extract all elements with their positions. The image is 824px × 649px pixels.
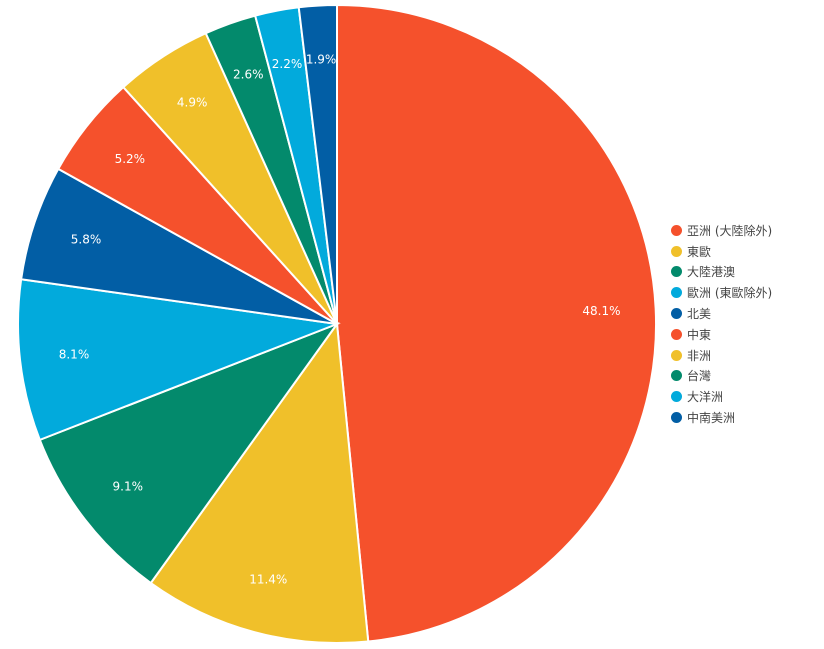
legend-label: 大陸港澳 bbox=[687, 265, 736, 280]
legend-swatch bbox=[671, 308, 682, 320]
legend-swatch bbox=[671, 391, 682, 403]
legend-label: 亞洲 (大陸除外) bbox=[687, 223, 773, 238]
legend-item[interactable]: 中南美洲 bbox=[671, 407, 821, 428]
legend-label: 中南美洲 bbox=[687, 411, 736, 426]
legend-swatch bbox=[671, 287, 682, 299]
legend-item[interactable]: 北美 bbox=[671, 303, 821, 324]
legend-swatch bbox=[671, 245, 682, 257]
pie-slice-label: 8.1% bbox=[59, 348, 90, 362]
legend-label: 北美 bbox=[687, 307, 712, 322]
legend-item[interactable]: 台灣 bbox=[671, 366, 821, 387]
chart-legend: 亞洲 (大陸除外) 東歐大陸港澳歐洲 (東歐除外) 北美中東非洲台灣大洋洲中南美洲 bbox=[671, 220, 821, 428]
pie-slices bbox=[17, 3, 658, 644]
pie-slice-label: 5.8% bbox=[71, 233, 102, 247]
pie-slice-label: 4.9% bbox=[177, 95, 208, 109]
legend-label: 大洋洲 bbox=[687, 390, 724, 405]
pie-slice[interactable] bbox=[297, 3, 338, 325]
legend-swatch bbox=[671, 412, 682, 424]
pie-slice-label: 2.6% bbox=[233, 68, 264, 82]
pie-slice-label: 9.1% bbox=[113, 479, 144, 493]
legend-item[interactable]: 非洲 bbox=[671, 345, 821, 366]
legend-label: 中東 bbox=[687, 327, 712, 342]
pie-slice[interactable] bbox=[38, 321, 340, 585]
legend-swatch bbox=[671, 224, 682, 236]
pie-slice-label: 5.2% bbox=[115, 152, 146, 166]
legend-item[interactable]: 東歐 bbox=[671, 241, 821, 262]
legend-item[interactable]: 歐洲 (東歐除外) bbox=[671, 282, 821, 303]
legend-swatch bbox=[671, 328, 682, 340]
legend-swatch bbox=[671, 370, 682, 382]
pie-slice-label: 48.1% bbox=[582, 304, 620, 318]
legend-label: 東歐 bbox=[687, 244, 712, 259]
legend-item[interactable]: 亞洲 (大陸除外) bbox=[671, 220, 821, 241]
legend-swatch bbox=[671, 349, 682, 361]
pie-slice[interactable] bbox=[336, 3, 658, 643]
pie-slice-labels: 48.1% 11.4% 9.1% 8.1% 5.8% 5.2% 4.9% 2.6% 2.2% 1.… bbox=[59, 53, 621, 587]
legend-item[interactable]: 大陸港澳 bbox=[671, 262, 821, 283]
pie-slice-label: 1.9% bbox=[306, 53, 337, 67]
legend-label: 歐洲 (東歐除外) bbox=[687, 286, 773, 301]
legend-item[interactable]: 大洋洲 bbox=[671, 386, 821, 407]
legend-label: 非洲 bbox=[687, 348, 712, 363]
pie-slice-label: 11.4% bbox=[249, 573, 287, 587]
legend-item[interactable]: 中東 bbox=[671, 324, 821, 345]
pie-slice[interactable] bbox=[17, 278, 341, 442]
pie-slice[interactable] bbox=[149, 321, 370, 644]
legend-label: 台灣 bbox=[687, 369, 712, 384]
pie-slice-label: 2.2% bbox=[272, 57, 303, 71]
legend-swatch bbox=[671, 266, 682, 278]
